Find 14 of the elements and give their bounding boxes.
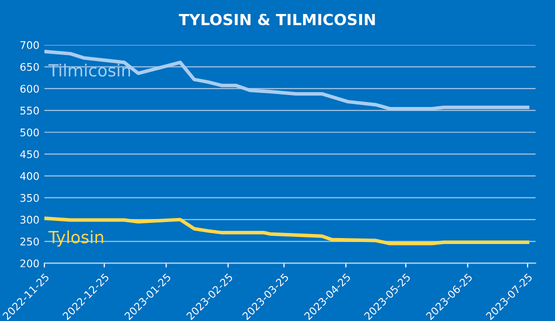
y-tick-label: 650 <box>20 62 39 71</box>
chart-title: TYLOSIN & TILMICOSIN <box>178 14 375 26</box>
y-tick-label: 600 <box>20 84 39 93</box>
y-tick-label: 500 <box>20 128 39 136</box>
y-tick-label: 250 <box>20 238 39 246</box>
series-label: Tilmicosin <box>48 64 130 77</box>
y-tick-label: 200 <box>20 259 39 268</box>
y-tick-label: 400 <box>20 172 39 180</box>
y-tick-label: 450 <box>20 150 39 158</box>
y-tick-label: 700 <box>20 41 39 50</box>
y-tick-label: 350 <box>20 194 39 202</box>
line-series <box>44 216 530 246</box>
y-tick-label: 550 <box>20 106 39 115</box>
y-tick-label: 300 <box>20 216 39 224</box>
